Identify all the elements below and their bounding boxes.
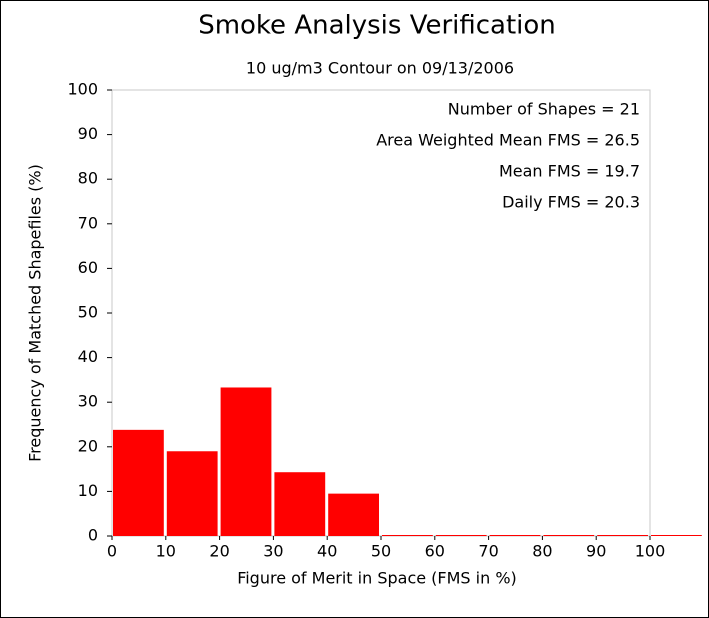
- x-tick-label: 30: [263, 542, 283, 561]
- y-tick-label: 60: [78, 258, 98, 277]
- chart-title: Smoke Analysis Verification: [198, 11, 556, 41]
- bar: [543, 535, 595, 536]
- x-tick-label: 40: [317, 542, 337, 561]
- bar: [166, 451, 218, 536]
- bar: [435, 535, 487, 536]
- y-tick-label: 20: [78, 436, 98, 455]
- y-tick-label: 50: [78, 303, 98, 322]
- y-tick-label: 40: [78, 347, 98, 366]
- annotation: Mean FMS = 19.7: [499, 162, 640, 181]
- x-tick-label: 100: [635, 542, 666, 561]
- y-tick-label: 100: [67, 80, 98, 99]
- bar: [382, 535, 433, 536]
- y-tick-label: 80: [78, 169, 98, 188]
- x-tick-label: 20: [209, 542, 229, 561]
- x-axis-label: Figure of Merit in Space (FMS in %): [237, 569, 517, 588]
- x-tick-label: 50: [371, 542, 391, 561]
- x-tick-label: 10: [156, 542, 176, 561]
- x-tick-label: 60: [425, 542, 445, 561]
- y-tick-label: 10: [78, 481, 98, 500]
- y-tick-label: 30: [78, 392, 98, 411]
- chart-subtitle: 10 ug/m3 Contour on 09/13/2006: [246, 59, 514, 78]
- x-tick-label: 90: [586, 542, 606, 561]
- bar: [489, 535, 541, 536]
- bar: [274, 472, 326, 536]
- y-tick-label: 0: [88, 526, 98, 545]
- annotation: Area Weighted Mean FMS = 26.5: [376, 131, 640, 150]
- annotation: Number of Shapes = 21: [448, 100, 640, 119]
- y-tick-label: 90: [78, 124, 98, 143]
- annotation: Daily FMS = 20.3: [502, 193, 640, 212]
- y-axis-label: Frequency of Matched Shapefiles (%): [26, 164, 45, 462]
- x-tick-label: 70: [478, 542, 498, 561]
- bar: [597, 535, 648, 536]
- x-tick-label: 80: [532, 542, 552, 561]
- x-tick-label: 0: [107, 542, 117, 561]
- bar: [113, 429, 164, 536]
- y-tick-label: 70: [78, 213, 98, 232]
- bar: [220, 387, 272, 536]
- bar: [651, 535, 702, 536]
- bar: [328, 493, 379, 536]
